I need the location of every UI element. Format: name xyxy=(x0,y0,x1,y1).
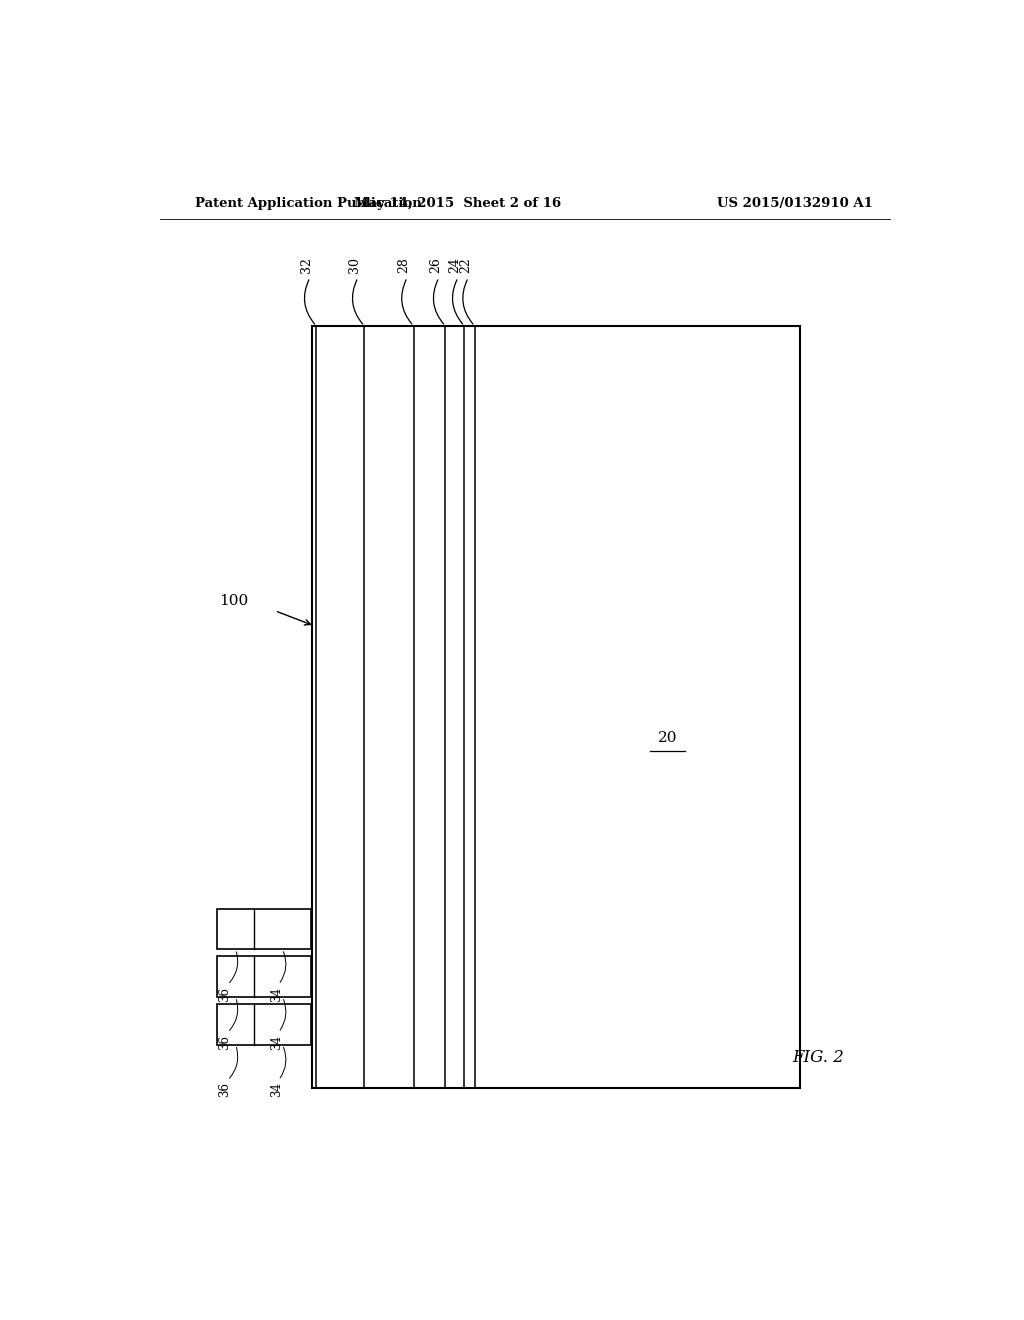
Text: 100: 100 xyxy=(219,594,249,607)
Text: FIG. 2: FIG. 2 xyxy=(793,1049,845,1067)
Text: 34: 34 xyxy=(270,1082,284,1097)
Bar xyxy=(312,326,800,1089)
Bar xyxy=(217,908,310,949)
Text: 20: 20 xyxy=(657,731,678,744)
Text: 34: 34 xyxy=(270,987,284,1002)
Text: 36: 36 xyxy=(218,987,231,1002)
Text: 36: 36 xyxy=(218,1082,231,1097)
Text: 34: 34 xyxy=(270,1035,284,1049)
Text: US 2015/0132910 A1: US 2015/0132910 A1 xyxy=(717,197,872,210)
Text: 26: 26 xyxy=(429,257,442,273)
Text: 30: 30 xyxy=(348,257,361,273)
Text: Patent Application Publication: Patent Application Publication xyxy=(196,197,422,210)
Text: 24: 24 xyxy=(449,257,462,273)
Bar xyxy=(217,956,310,997)
Text: 22: 22 xyxy=(459,257,472,273)
Bar xyxy=(217,1005,310,1044)
Text: 32: 32 xyxy=(300,257,313,273)
Text: May 14, 2015  Sheet 2 of 16: May 14, 2015 Sheet 2 of 16 xyxy=(353,197,561,210)
Text: 36: 36 xyxy=(218,1035,231,1049)
Text: 28: 28 xyxy=(397,257,411,273)
